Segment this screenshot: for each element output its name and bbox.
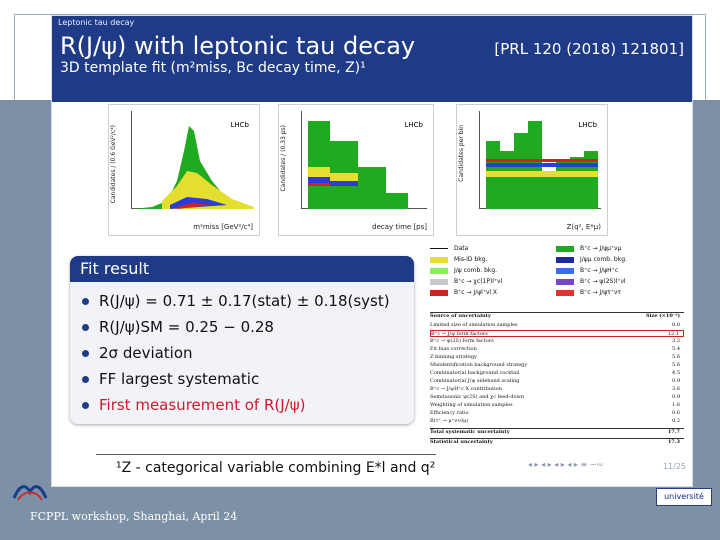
- table-row: Limited size of simulation samples 8.0: [430, 322, 680, 328]
- plot-histogram: [486, 121, 598, 209]
- bullet-icon: [82, 350, 89, 357]
- plot-mmiss: Candidates / (0.6 GeV²/c⁴) LHCb m²miss […: [108, 104, 260, 236]
- legend-item: B⁺c → χc(1P)l⁺νl: [430, 277, 502, 287]
- fit-result-box: Fit result R(J/ψ) = 0.71 ± 0.17(stat) ± …: [70, 256, 414, 424]
- table-row: Efficiency ratio 0.6: [430, 410, 680, 416]
- fit-result-item: R(J/ψ) = 0.71 ± 0.17(stat) ± 0.18(syst): [82, 288, 414, 314]
- bullet-icon: [82, 324, 89, 331]
- bullet-icon: [82, 376, 89, 383]
- beamer-navigation[interactable]: ◂ ▸ ◂ ▸ ◂ ▸ ◂ ▸ ≡ ∽∾: [528, 460, 604, 469]
- legend-item: J/ψμ comb. bkg.: [556, 255, 627, 265]
- table-row: Weighting of simulation samples 1.6: [430, 402, 680, 408]
- slide: Leptonic tau decay R(J/ψ) with leptonic …: [52, 16, 692, 486]
- plot-ylabel: Candidates / (0.33 ps): [280, 125, 287, 192]
- legend-item: B⁺c → J/ψτ⁺ντ: [556, 288, 621, 298]
- table-row: B⁺c → J/ψH⁺c X contribution 3.6: [430, 386, 680, 392]
- table-row: B⁺c → ψ(2S) form factors 3.2: [430, 338, 680, 344]
- legend-item: B⁺c → J/ψH⁺c: [556, 266, 618, 276]
- table-row: Semitauonic ψ(2S) and χc feed-down 0.9: [430, 394, 680, 400]
- table-header: Source of uncertainty Size (×10⁻²): [430, 313, 680, 319]
- plot-ylabel: Candidates per bin: [458, 125, 465, 182]
- bullet-icon: [82, 402, 89, 409]
- bullet-icon: [82, 298, 89, 305]
- uncertainty-table: Source of uncertainty Size (×10⁻²) Limit…: [430, 312, 684, 453]
- plot-axes: [301, 111, 427, 209]
- reference: [PRL 120 (2018) 121801]: [494, 40, 684, 58]
- table-row: Misidentification background strategy 5.6: [430, 362, 680, 368]
- legend-item: J/ψ comb. bkg.: [430, 266, 497, 276]
- fit-result-item-highlight: First measurement of R(J/ψ): [82, 392, 414, 418]
- legend-item: B⁺c → J/ψμ⁺νμ: [556, 244, 621, 254]
- plot-axes: [131, 111, 254, 209]
- plot-histogram: [308, 121, 408, 209]
- slide-subtitle: 3D template fit (m²miss, Bc decay time, …: [60, 60, 366, 76]
- plot-xlabel: m²miss [GeV²/c⁴]: [193, 223, 253, 231]
- section-title: Leptonic tau decay: [58, 18, 135, 27]
- slide-header: Leptonic tau decay R(J/ψ) with leptonic …: [52, 16, 692, 102]
- table-row: Fit bias correction 5.4: [430, 346, 680, 352]
- footnote-rule: [96, 454, 436, 455]
- institution-logo-icon: [12, 485, 48, 501]
- fit-result-title: Fit result: [70, 256, 414, 282]
- footnote: ¹Z - categorical variable combining E*l …: [116, 460, 436, 476]
- table-row: Combinatorial J/ψ sideband scaling 0.9: [430, 378, 680, 384]
- plot-legend: Data Mis-ID bkg. J/ψ comb. bkg. B⁺c → χc…: [430, 244, 684, 310]
- plot-z: Candidates per bin LHCb Z(q², E*μ): [456, 104, 608, 236]
- plot-xlabel: Z(q², E*μ): [566, 223, 601, 231]
- footer-text: FCPPL workshop, Shanghai, April 24: [30, 510, 238, 523]
- fit-result-item: 2σ deviation: [82, 340, 414, 366]
- slide-title: R(J/ψ) with leptonic tau decay: [60, 32, 416, 60]
- fit-result-item: R(J/ψ)SM = 0.25 − 0.28: [82, 314, 414, 340]
- legend-item: Mis-ID bkg.: [430, 255, 487, 265]
- plot-ylabel: Candidates / (0.6 GeV²/c⁴): [110, 125, 117, 204]
- table-row: Combinatorial background cocktail 4.5: [430, 370, 680, 376]
- table-row-total: Total systematic uncertainty 17.7: [430, 428, 684, 436]
- plot-lhcb-label: LHCb: [404, 121, 424, 129]
- legend-item: B⁺c → J/ψl⁺νl X: [430, 288, 497, 298]
- legend-item: Data: [430, 244, 468, 254]
- plot-histogram: [132, 126, 254, 209]
- plot-lhcb-label: LHCb: [230, 121, 250, 129]
- plot-lhcb-label: LHCb: [578, 121, 598, 129]
- fit-result-list: R(J/ψ) = 0.71 ± 0.17(stat) ± 0.18(syst) …: [70, 288, 414, 418]
- table-row-stat: Statistical uncertainty 17.3: [430, 438, 684, 446]
- plot-axes: [479, 111, 601, 209]
- table-row-highlight: B⁺c → J/ψ form factors 12.1: [430, 330, 684, 337]
- university-logo: université: [656, 488, 712, 506]
- table-row: B(τ⁺ → μ⁺ντν̄μ) 0.2: [430, 418, 680, 424]
- table-row: Z binning strategy 5.6: [430, 354, 680, 360]
- fit-result-item: FF largest systematic: [82, 366, 414, 392]
- page-number: 11/25: [662, 462, 686, 471]
- plot-decay-time: Candidates / (0.33 ps) LHCb decay time […: [278, 104, 434, 236]
- legend-item: B⁺c → ψ(2S)l⁺νl: [556, 277, 626, 287]
- plot-xlabel: decay time [ps]: [372, 223, 427, 231]
